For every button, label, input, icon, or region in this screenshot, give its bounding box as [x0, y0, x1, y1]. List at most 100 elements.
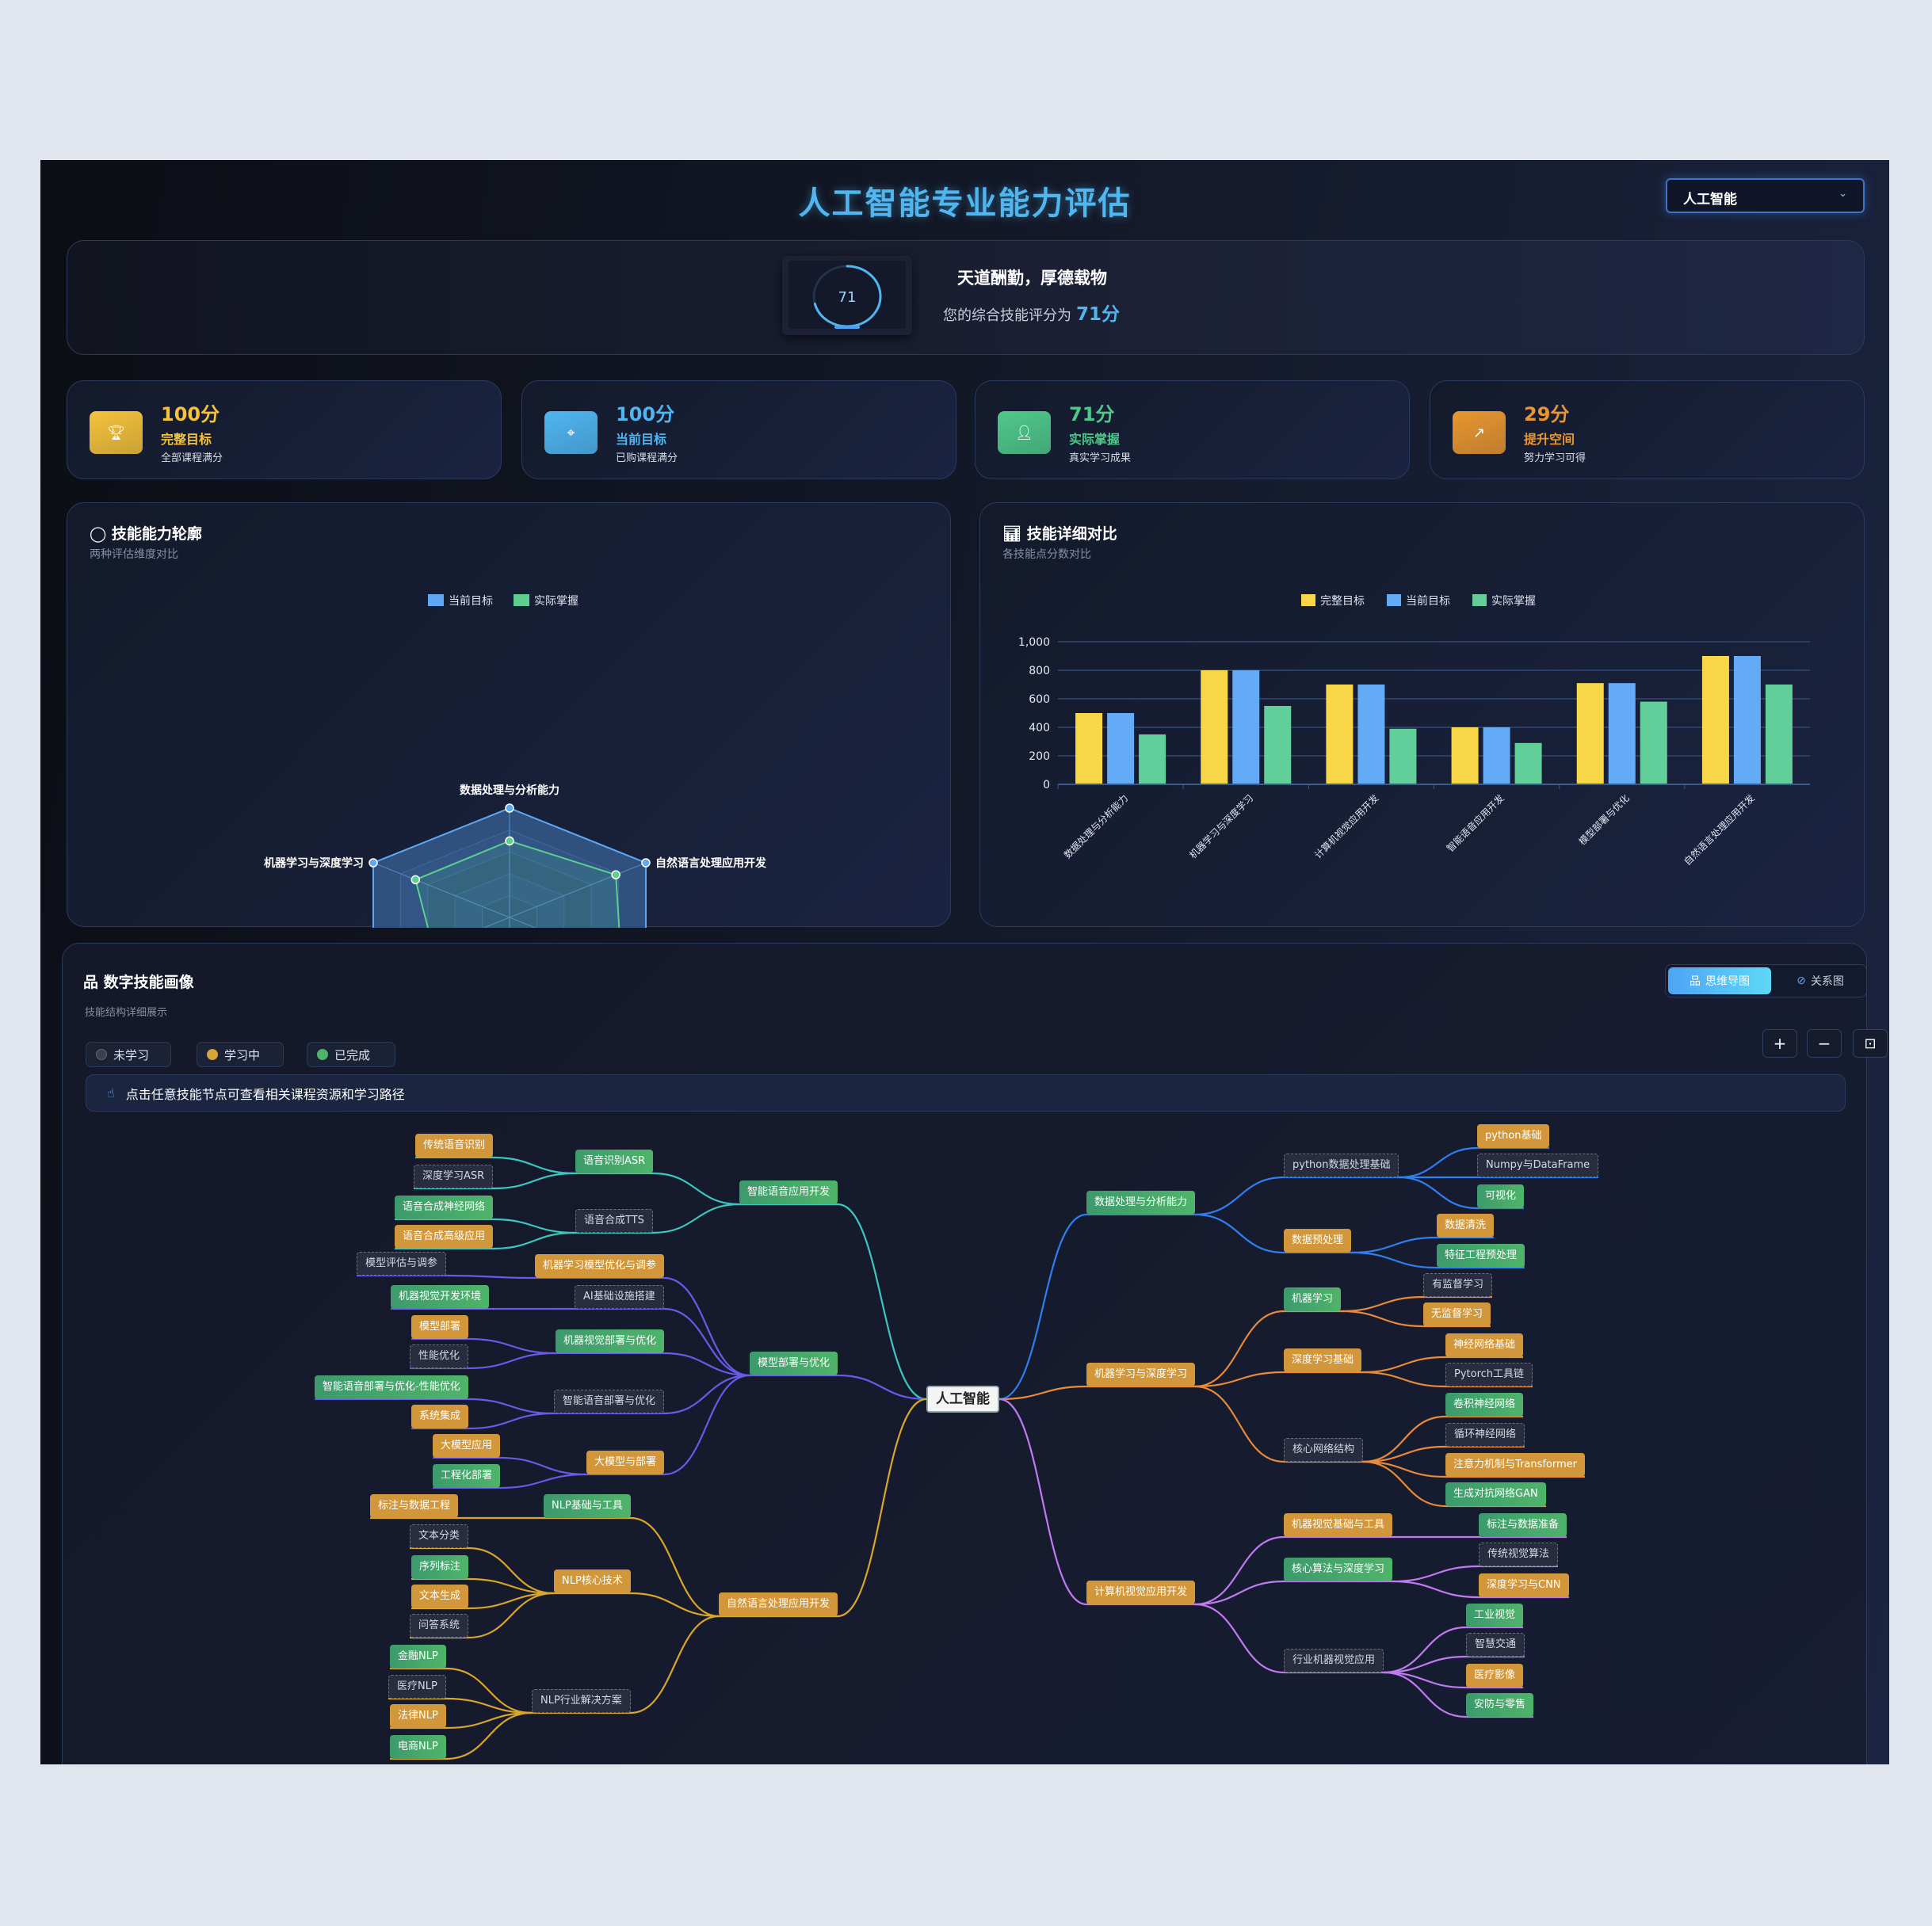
zoom-in-button[interactable]: + [1762, 1029, 1797, 1058]
mindmap-branch-node[interactable]: 模型部署与优化 [750, 1352, 838, 1375]
view-mindmap-button[interactable]: 品思维导图 [1668, 967, 1771, 994]
mindmap-branch-node[interactable]: 自然语言处理应用开发 [719, 1592, 838, 1616]
mindmap-skill-node[interactable]: 深度学习ASR [414, 1165, 494, 1188]
bar[interactable] [1483, 727, 1510, 784]
mindmap-skill-node[interactable]: 医疗NLP [388, 1675, 446, 1699]
major-select[interactable]: 人工智能 ⌄ [1666, 178, 1865, 213]
mindmap-skill-node[interactable]: 金融NLP [390, 1645, 446, 1669]
mindmap-skill-node[interactable]: 模型评估与调参 [357, 1252, 447, 1276]
mindmap-skill-node[interactable]: 性能优化 [410, 1344, 469, 1368]
mindmap-skill-node[interactable]: 可视化 [1477, 1184, 1525, 1208]
mindmap-skill-node[interactable]: 系统集成 [411, 1405, 469, 1428]
mindmap-skill-node[interactable]: 传统语音识别 [415, 1134, 494, 1158]
mindmap-skill-node[interactable]: 循环神经网络 [1445, 1423, 1525, 1447]
radar-point[interactable] [505, 836, 514, 846]
mindmap-skill-node[interactable]: 医疗影像 [1466, 1664, 1524, 1688]
mindmap-skill-node[interactable]: 标注与数据准备 [1479, 1513, 1567, 1537]
mindmap-skill-node[interactable]: 神经网络基础 [1445, 1333, 1524, 1357]
mindmap-topic-node[interactable]: NLP核心技术 [554, 1569, 631, 1593]
mindmap-skill-node[interactable]: python基础 [1477, 1124, 1550, 1148]
legend-label[interactable]: 完整目标 [1320, 595, 1365, 608]
mindmap-skill-node[interactable]: 无监督学习 [1423, 1302, 1491, 1326]
mindmap-skill-node[interactable]: 电商NLP [390, 1735, 446, 1759]
bar[interactable] [1451, 727, 1479, 784]
mindmap-topic-node[interactable]: 核心算法与深度学习 [1284, 1558, 1393, 1581]
legend-filter-chip[interactable]: 学习中 [197, 1042, 284, 1067]
bar[interactable] [1139, 734, 1166, 784]
bar[interactable] [1576, 683, 1604, 784]
fit-view-button[interactable]: ⊡ [1853, 1029, 1888, 1058]
mindmap-topic-node[interactable]: 大模型与部署 [586, 1451, 665, 1474]
mindmap-skill-node[interactable]: 语音合成高级应用 [395, 1225, 494, 1249]
mindmap-topic-node[interactable]: AI基础设施搭建 [575, 1285, 664, 1309]
mindmap-topic-node[interactable]: 机器学习模型优化与调参 [535, 1254, 665, 1278]
legend-label[interactable]: 实际掌握 [1491, 595, 1536, 608]
bar[interactable] [1640, 701, 1667, 784]
bar[interactable] [1075, 713, 1103, 784]
bar[interactable] [1232, 670, 1260, 784]
mindmap-skill-node[interactable]: 工程化部署 [433, 1464, 501, 1488]
bar[interactable] [1765, 685, 1793, 784]
mindmap-skill-node[interactable]: 文本分类 [410, 1524, 469, 1548]
mindmap-skill-node[interactable]: 工业视觉 [1466, 1604, 1524, 1627]
mindmap-topic-node[interactable]: 智能语音部署与优化 [554, 1390, 665, 1413]
view-relation-button[interactable]: ⊘ 关系图 [1796, 974, 1844, 988]
mindmap-topic-node[interactable]: 语音合成TTS [575, 1209, 653, 1233]
mindmap-skill-node[interactable]: 卷积神经网络 [1445, 1393, 1524, 1417]
mindmap-skill-node[interactable]: 生成对抗网络GAN [1445, 1482, 1546, 1506]
bar[interactable] [1107, 713, 1135, 784]
mindmap-skill-node[interactable]: 标注与数据工程 [370, 1494, 459, 1518]
mindmap-root-node[interactable]: 人工智能 [926, 1386, 999, 1413]
bar[interactable] [1733, 656, 1761, 784]
bar[interactable] [1608, 683, 1636, 784]
legend-filter-chip[interactable]: 已完成 [307, 1042, 395, 1067]
mindmap-topic-node[interactable]: 深度学习基础 [1284, 1348, 1362, 1372]
bar[interactable] [1264, 706, 1292, 784]
zoom-out-button[interactable]: − [1807, 1029, 1842, 1058]
legend-label[interactable]: 实际掌握 [534, 595, 578, 608]
mindmap-skill-node[interactable]: 深度学习与CNN [1479, 1573, 1569, 1597]
mindmap-topic-node[interactable]: python数据处理基础 [1284, 1154, 1399, 1177]
mindmap-skill-node[interactable]: 数据清洗 [1437, 1214, 1495, 1238]
mindmap-topic-node[interactable]: 机器视觉部署与优化 [556, 1329, 665, 1353]
mindmap-topic-node[interactable]: 数据预处理 [1284, 1229, 1352, 1253]
radar-point[interactable] [505, 803, 514, 813]
bar[interactable] [1357, 685, 1385, 784]
mindmap-skill-node[interactable]: Pytorch工具链 [1445, 1363, 1533, 1386]
mindmap-topic-node[interactable]: NLP行业解决方案 [532, 1689, 631, 1713]
mindmap-branch-node[interactable]: 数据处理与分析能力 [1086, 1191, 1196, 1215]
mindmap-skill-node[interactable]: 安防与零售 [1466, 1693, 1534, 1717]
mindmap-skill-node[interactable]: 注意力机制与Transformer [1445, 1453, 1586, 1477]
bar[interactable] [1326, 685, 1354, 784]
mindmap-skill-node[interactable]: 法律NLP [390, 1704, 446, 1728]
radar-point[interactable] [611, 870, 620, 879]
radar-point[interactable] [368, 858, 378, 868]
mindmap-branch-node[interactable]: 智能语音应用开发 [739, 1180, 838, 1204]
bar[interactable] [1201, 670, 1228, 784]
legend-label[interactable]: 当前目标 [449, 594, 493, 608]
mindmap-topic-node[interactable]: 行业机器视觉应用 [1284, 1649, 1384, 1672]
mindmap-topic-node[interactable]: 机器学习 [1284, 1287, 1342, 1311]
bar[interactable] [1389, 728, 1417, 784]
mindmap-skill-node[interactable]: 智慧交通 [1466, 1633, 1525, 1657]
mindmap-skill-node[interactable]: 问答系统 [410, 1614, 469, 1638]
radar-point[interactable] [641, 858, 651, 868]
mindmap-branch-node[interactable]: 机器学习与深度学习 [1086, 1363, 1196, 1386]
mindmap-skill-node[interactable]: 特征工程预处理 [1437, 1244, 1525, 1268]
mindmap-skill-node[interactable]: 机器视觉开发环境 [391, 1285, 490, 1309]
mindmap-topic-node[interactable]: NLP基础与工具 [544, 1494, 631, 1518]
mindmap-skill-node[interactable]: 传统视觉算法 [1479, 1543, 1559, 1566]
mindmap-skill-node[interactable]: 语音合成神经网络 [395, 1196, 494, 1219]
mindmap-skill-node[interactable]: 智能语音部署与优化-性能优化 [315, 1375, 468, 1399]
mindmap-skill-node[interactable]: 模型部署 [411, 1315, 469, 1339]
bar[interactable] [1514, 742, 1542, 784]
mindmap-skill-node[interactable]: 文本生成 [411, 1585, 469, 1608]
bar[interactable] [1701, 656, 1729, 784]
legend-label[interactable]: 当前目标 [1406, 594, 1450, 608]
mindmap-skill-node[interactable]: 大模型应用 [433, 1434, 501, 1458]
radar-point[interactable] [410, 875, 421, 885]
mindmap-branch-node[interactable]: 计算机视觉应用开发 [1086, 1581, 1196, 1604]
mindmap-topic-node[interactable]: 核心网络结构 [1284, 1438, 1364, 1462]
mindmap-skill-node[interactable]: Numpy与DataFrame [1477, 1154, 1599, 1177]
mindmap-skill-node[interactable]: 有监督学习 [1423, 1273, 1493, 1297]
